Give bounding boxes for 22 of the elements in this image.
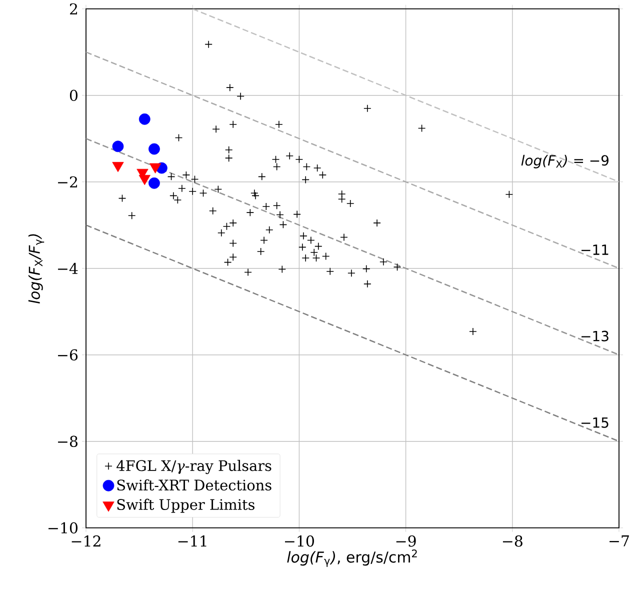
y-tick-label: −8: [58, 436, 78, 448]
series-label: −11: [582, 244, 608, 255]
series-label: −15: [582, 418, 608, 428]
series-label: −13: [582, 330, 608, 342]
x-tick-label: −10: [285, 535, 314, 547]
x-axis-title: log(F$_{γ}$), erg/s/cm$^{2}$: [287, 550, 417, 567]
series-label: log(F$_{X}$) = −9: [521, 154, 608, 168]
legend-label: 4FGL X/γ-ray Pulsars: [116, 460, 272, 474]
y-axis-title: log(F$_{X}$/F$_{γ}$): [28, 234, 44, 304]
y-tick-label: −4: [58, 262, 78, 274]
x-tick-label: −11: [178, 535, 206, 547]
y-tick-label: −6: [58, 349, 78, 361]
legend-label: Swift-XRT Detections: [117, 479, 272, 491]
x-tick-label: −12: [72, 535, 100, 547]
y-tick-label: −2: [58, 176, 78, 188]
y-tick-label: −10: [48, 522, 78, 534]
x-tick-label: −9: [396, 535, 416, 547]
legend-label: Swift Upper Limits: [117, 498, 254, 513]
x-tick-label: −8: [502, 535, 522, 547]
y-tick-label: 2: [70, 3, 78, 14]
x-tick-label: −7: [610, 535, 629, 546]
y-tick-label: 0: [70, 90, 78, 102]
